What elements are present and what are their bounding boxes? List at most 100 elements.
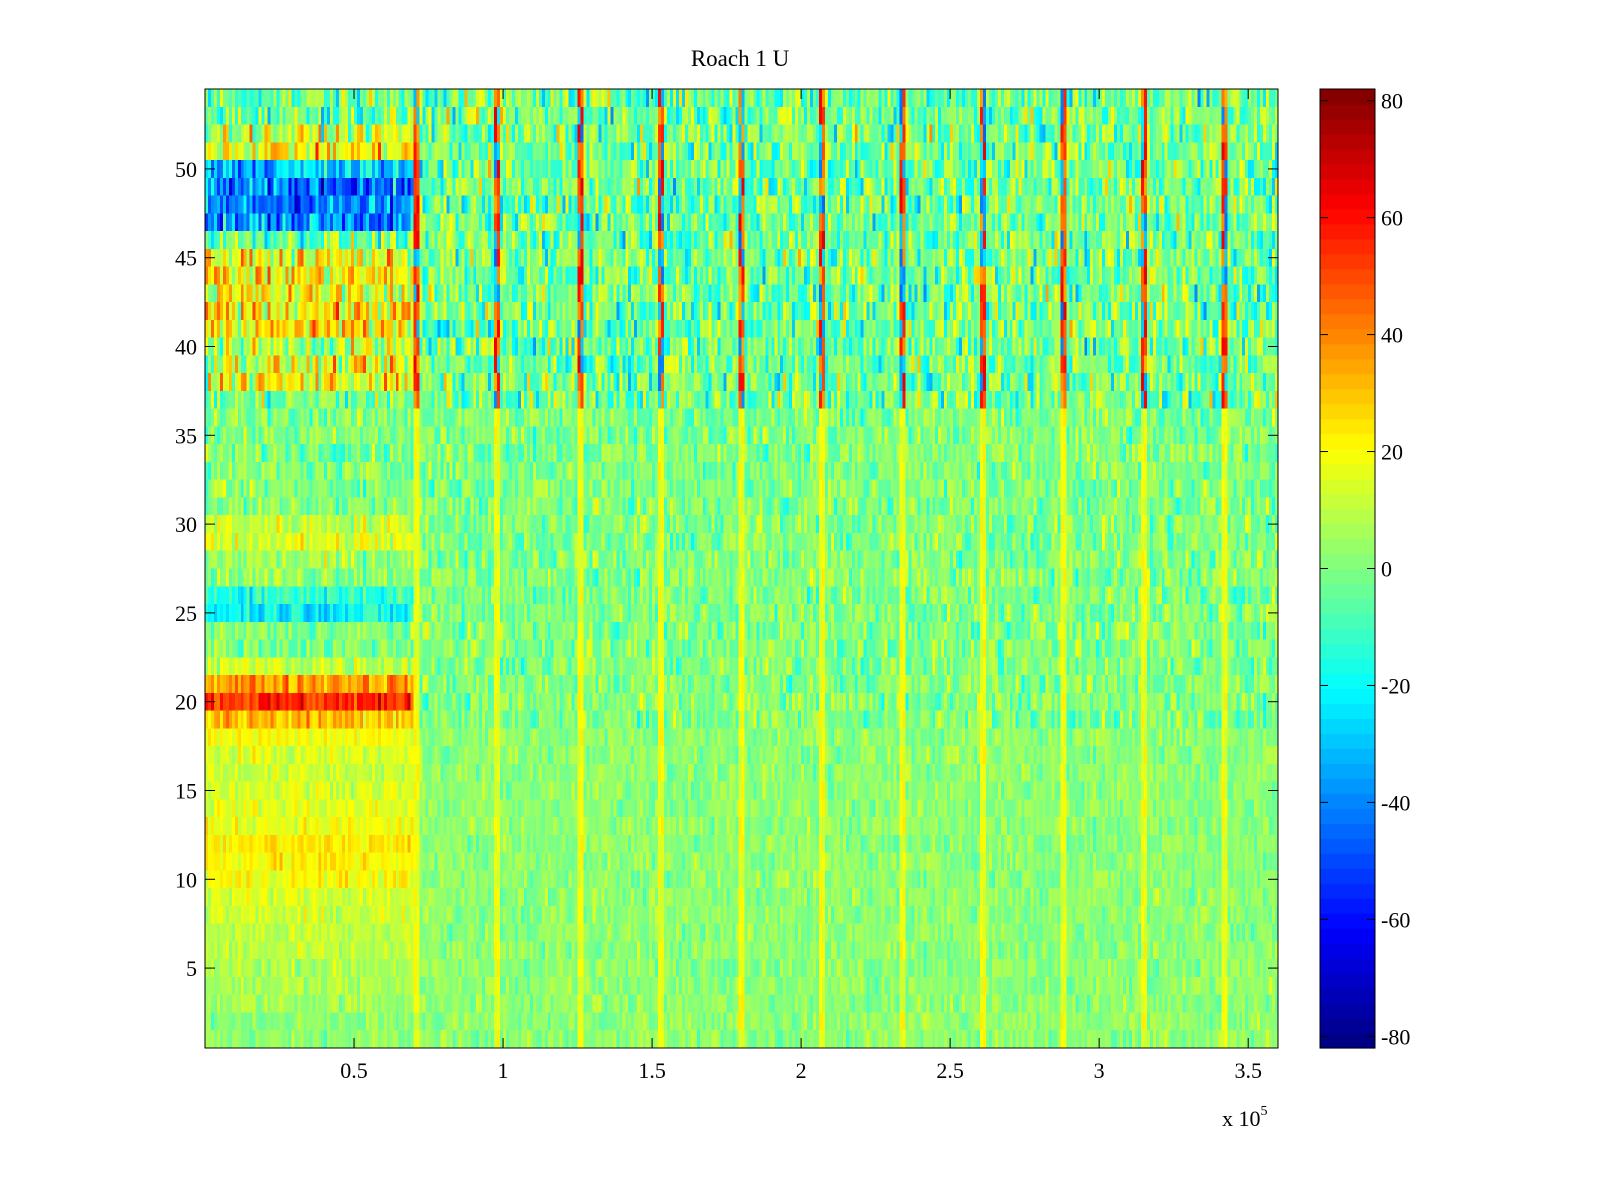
plot-frame (204, 88, 1279, 1049)
colorbar-band (1320, 103, 1375, 120)
colorbar-band (1320, 958, 1375, 974)
colorbar-band (1320, 328, 1375, 345)
colorbar-band (1320, 238, 1375, 255)
colorbar-band (1320, 193, 1375, 210)
colorbar-band (1320, 1018, 1375, 1034)
colorbar-band (1320, 163, 1375, 180)
x-axis: 0.5 1 1.5 2 2.5 3 3.5 (340, 89, 1262, 1083)
colorbar-band (1320, 898, 1375, 914)
colorbar-tick-label: 0 (1381, 557, 1392, 582)
colorbar-band (1320, 1003, 1375, 1019)
heatmap (205, 89, 1278, 1048)
colorbar-band (1320, 478, 1375, 495)
colorbar-band (1320, 118, 1375, 135)
x-tick-label: 2 (796, 1058, 807, 1083)
y-tick-label: 25 (175, 601, 197, 626)
x-tick-label: 2.5 (936, 1058, 964, 1083)
colorbar-tick-label: 60 (1381, 206, 1403, 231)
x-axis-multiplier-base: x 10 (1222, 1106, 1261, 1131)
colorbar-axis: 80 60 40 20 0 -20 -40 -60 -80 (1320, 89, 1410, 1049)
colorbar-band (1320, 733, 1375, 749)
x-axis-multiplier-exponent: 5 (1261, 1104, 1268, 1119)
colorbar-tick-label: 80 (1381, 89, 1403, 114)
y-tick-label: 40 (175, 335, 197, 360)
colorbar-band (1320, 493, 1375, 510)
colorbar-band (1320, 823, 1375, 839)
colorbar-band (1320, 418, 1375, 435)
colorbar-tick-label: -60 (1381, 907, 1410, 932)
colorbar-band (1320, 178, 1375, 195)
colorbar-band (1320, 343, 1375, 360)
colorbar-band (1320, 208, 1375, 225)
colorbar-band (1320, 718, 1375, 734)
colorbar-band (1320, 628, 1375, 645)
colorbar-band (1320, 133, 1375, 150)
colorbar-band (1320, 853, 1375, 869)
colorbar (1320, 89, 1375, 1049)
colorbar-band (1320, 508, 1375, 525)
y-tick-label: 20 (175, 690, 197, 715)
colorbar-band (1320, 568, 1375, 585)
colorbar-band (1320, 793, 1375, 809)
colorbar-band (1320, 868, 1375, 884)
colorbar-band (1320, 928, 1375, 944)
colorbar-tick-label: 40 (1381, 323, 1403, 348)
colorbar-band (1320, 388, 1375, 405)
colorbar-band (1320, 748, 1375, 764)
y-tick-label: 45 (175, 246, 197, 271)
colorbar-band (1320, 703, 1375, 719)
colorbar-band (1320, 988, 1375, 1004)
heatmap-raster (205, 89, 1278, 1048)
colorbar-band (1320, 598, 1375, 615)
colorbar-band (1320, 313, 1375, 330)
colorbar-band (1320, 523, 1375, 540)
colorbar-band (1320, 658, 1375, 674)
colorbar-band (1320, 613, 1375, 630)
colorbar-band (1320, 403, 1375, 420)
colorbar-tick-label: 20 (1381, 440, 1403, 465)
colorbar-band (1320, 808, 1375, 824)
x-tick-label: 3.5 (1234, 1058, 1262, 1083)
colorbar-band (1320, 253, 1375, 270)
colorbar-tick-label: -80 (1381, 1024, 1410, 1049)
colorbar-band (1320, 688, 1375, 704)
colorbar-band (1320, 373, 1375, 390)
colorbar-band (1320, 883, 1375, 899)
x-tick-label: 3 (1094, 1058, 1105, 1083)
colorbar-band (1320, 553, 1375, 570)
colorbar-band (1320, 268, 1375, 285)
y-tick-label: 15 (175, 778, 197, 803)
y-tick-label: 50 (175, 157, 197, 182)
x-tick-label: 0.5 (340, 1058, 368, 1083)
colorbar-band (1320, 973, 1375, 989)
x-tick-label: 1 (498, 1058, 509, 1083)
colorbar-band (1320, 673, 1375, 689)
y-axis: 5 10 15 20 25 30 35 40 45 50 (175, 157, 1278, 981)
y-tick-label: 10 (175, 867, 197, 892)
colorbar-band (1320, 913, 1375, 929)
colorbar-band (1320, 838, 1375, 854)
x-tick-label: 1.5 (638, 1058, 666, 1083)
colorbar-band (1320, 283, 1375, 300)
colorbar-band (1320, 298, 1375, 315)
colorbar-band (1320, 358, 1375, 375)
colorbar-band (1320, 433, 1375, 450)
x-axis-multiplier: x 105 (1222, 1104, 1268, 1131)
colorbar-band (1320, 148, 1375, 165)
colorbar-band (1320, 448, 1375, 465)
colorbar-band (1320, 583, 1375, 600)
colorbar-band (1320, 643, 1375, 660)
y-tick-label: 35 (175, 423, 197, 448)
colorbar-band (1320, 463, 1375, 480)
colorbar-band (1320, 943, 1375, 959)
colorbar-band (1320, 1033, 1375, 1049)
colorbar-tick-label: -40 (1381, 790, 1410, 815)
colorbar-band (1320, 778, 1375, 794)
y-tick-label: 5 (186, 956, 197, 981)
y-tick-label: 30 (175, 512, 197, 537)
colorbar-band (1320, 223, 1375, 240)
colorbar-band (1320, 89, 1375, 105)
colorbar-tick-label: -20 (1381, 673, 1410, 698)
chart-title: Roach 1 U (691, 46, 790, 71)
